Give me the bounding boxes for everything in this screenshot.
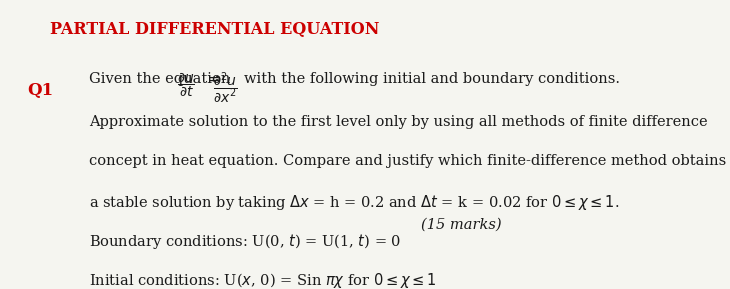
Text: Q1: Q1 [27,81,53,99]
Text: Approximate solution to the first level only by using all methods of finite diff: Approximate solution to the first level … [90,115,708,129]
Text: Boundary conditions: U(0, $t$) = U(1, $t$) = 0: Boundary conditions: U(0, $t$) = U(1, $t… [90,232,402,251]
Text: Given the equation: Given the equation [90,72,231,86]
Text: $=$: $=$ [204,72,220,86]
Text: a stable solution by taking $\Delta x$ = h = 0.2 and $\Delta t$ = k = 0.02 for $: a stable solution by taking $\Delta x$ =… [90,193,620,212]
Text: with the following initial and boundary conditions.: with the following initial and boundary … [244,72,620,86]
Text: concept in heat equation. Compare and justify which finite-difference method obt: concept in heat equation. Compare and ju… [90,154,726,168]
Text: Initial conditions: U($x$, 0) = Sin $\pi\chi$ for $0 \leq \chi \leq 1$: Initial conditions: U($x$, 0) = Sin $\pi… [90,271,437,289]
Text: $\dfrac{\partial^2 u}{\partial x^2}$: $\dfrac{\partial^2 u}{\partial x^2}$ [213,70,238,106]
Text: PARTIAL DIFFERENTIAL EQUATION: PARTIAL DIFFERENTIAL EQUATION [50,21,379,38]
Text: (15 marks): (15 marks) [420,218,502,232]
Text: $\dfrac{\partial u}{\partial t}$: $\dfrac{\partial u}{\partial t}$ [177,70,196,99]
